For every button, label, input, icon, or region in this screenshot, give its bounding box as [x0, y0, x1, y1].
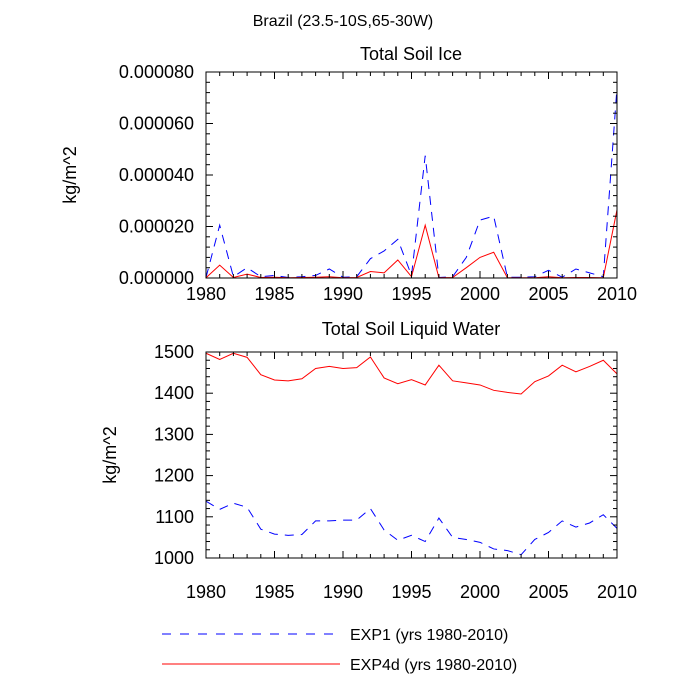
x-tick-label: 1980 [186, 582, 226, 602]
y-tick-label: 0.000040 [119, 165, 194, 185]
x-tick-label: 2010 [597, 284, 637, 304]
y-tick-label: 1000 [154, 548, 194, 568]
y-tick-label: 0.000060 [119, 114, 194, 134]
plot-frame [205, 351, 618, 559]
legend: EXP1 (yrs 1980-2010) EXP4d (yrs 1980-201… [162, 627, 517, 674]
x-tick-label: 1985 [254, 284, 294, 304]
chart-total-soil-liquid-water: Total Soil Liquid Water kg/m^2 1980 1985 1… [100, 319, 637, 602]
series-line-exp4d [205, 352, 618, 395]
x-tick-label: 1995 [391, 284, 431, 304]
figure-title: Brazil (23.5-10S,65-30W) [253, 13, 434, 30]
legend-label-exp1: EXP1 (yrs 1980-2010) [350, 627, 508, 644]
plot-area: 1980 1985 1990 1995 2000 2005 2010 1000 1100 1200… [154, 342, 637, 602]
x-tick-label: 1990 [323, 582, 363, 602]
x-tick-label: 1985 [254, 582, 294, 602]
series-line-exp1 [205, 500, 618, 556]
series-line-exp4d [205, 209, 618, 279]
y-tick-label: 0.000000 [119, 268, 194, 288]
chart-total-soil-ice: Total Soil Ice kg/m^2 1980 1985 1990 1995 20… [60, 44, 637, 304]
legend-label-exp4d: EXP4d (yrs 1980-2010) [350, 657, 517, 674]
y-axis-label: kg/m^2 [100, 426, 120, 483]
x-tick-label: 2000 [460, 582, 500, 602]
y-axis-label: kg/m^2 [60, 146, 80, 203]
y-tick-label: 1500 [154, 342, 194, 362]
y-tick-label: 1200 [154, 466, 194, 486]
y-tick-label: 0.000020 [119, 217, 194, 237]
chart-title: Total Soil Ice [360, 44, 462, 64]
y-tick-label: 0.000080 [119, 62, 194, 82]
x-tick-label: 2000 [460, 284, 500, 304]
x-tick-label: 1990 [323, 284, 363, 304]
x-tick-label: 1980 [186, 284, 226, 304]
y-tick-label: 1100 [155, 507, 194, 527]
chart-title: Total Soil Liquid Water [322, 319, 500, 339]
plot-area: 1980 1985 1990 1995 2000 2005 2010 0.000000 0.00… [119, 62, 637, 304]
plot-frame [205, 71, 618, 279]
x-tick-label: 2005 [528, 284, 568, 304]
y-tick-label: 1400 [154, 383, 194, 403]
x-tick-label: 2005 [528, 582, 568, 602]
x-tick-label: 1995 [391, 582, 431, 602]
series-line-exp1 [205, 87, 618, 279]
x-tick-label: 2010 [597, 582, 637, 602]
y-tick-label: 1300 [154, 424, 194, 444]
